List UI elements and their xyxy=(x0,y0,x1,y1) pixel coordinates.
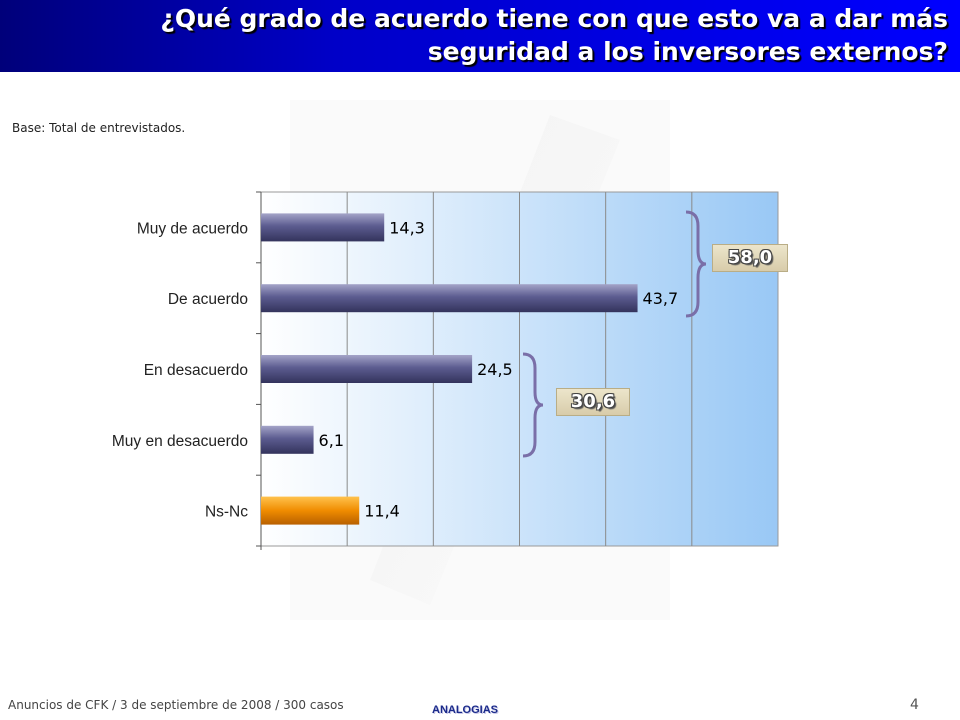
title-bar: ¿Qué grado de acuerdo tiene con que esto… xyxy=(0,0,960,72)
title-line-1: ¿Qué grado de acuerdo tiene con que esto… xyxy=(160,4,948,33)
value-labels: 14,3 43,7 24,5 6,1 11,4 xyxy=(319,218,679,520)
bar xyxy=(261,425,314,454)
category-label: Muy de acuerdo xyxy=(137,220,248,237)
bar xyxy=(261,213,385,242)
value-label: 6,1 xyxy=(319,431,344,450)
brand-logo: ANALOGIAS xyxy=(432,704,498,716)
value-label: 14,3 xyxy=(389,218,425,237)
base-note: Base: Total de entrevistados. xyxy=(12,121,186,135)
bar xyxy=(261,355,473,383)
value-label: 43,7 xyxy=(643,289,679,308)
page-title: ¿Qué grado de acuerdo tiene con que esto… xyxy=(48,2,948,68)
category-label: De acuerdo xyxy=(168,291,248,308)
title-line-2: seguridad a los inversores externos? xyxy=(427,37,948,66)
brace-58-icon xyxy=(685,210,707,318)
footer-source: Anuncios de CFK / 3 de septiembre de 200… xyxy=(8,698,344,712)
value-label: 24,5 xyxy=(477,360,513,379)
bar xyxy=(261,284,638,313)
value-label: 11,4 xyxy=(364,502,400,521)
category-labels: Muy de acuerdo De acuerdo En desacuerdo Muy… xyxy=(112,220,248,520)
page-number: 4 xyxy=(910,697,919,713)
brace-30-icon xyxy=(522,352,544,458)
group-sum-30: 30,6 xyxy=(556,388,630,416)
category-label: En desacuerdo xyxy=(144,362,248,379)
category-axis xyxy=(256,191,262,550)
category-label: Muy en desacuerdo xyxy=(112,433,248,450)
bars xyxy=(261,213,638,525)
bar xyxy=(261,496,360,525)
category-label: Ns-Nc xyxy=(205,504,248,521)
group-sum-58: 58,0 xyxy=(712,244,788,272)
